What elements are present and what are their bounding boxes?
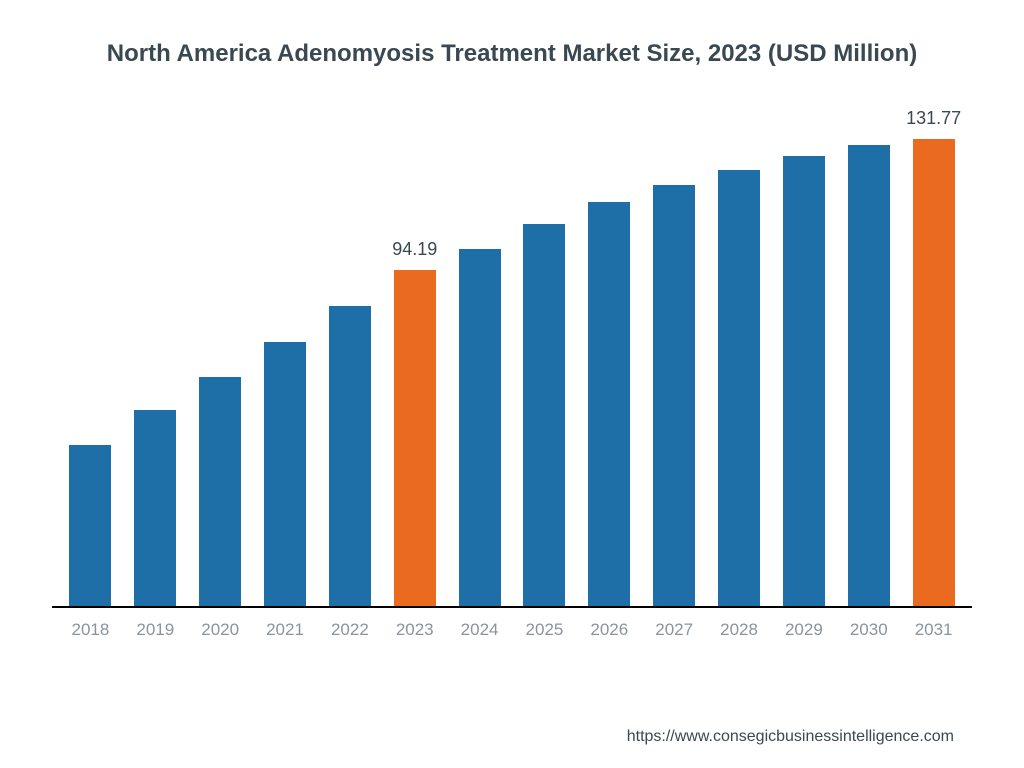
x-axis-label: 2024 bbox=[447, 608, 512, 648]
chart-area: 94.19 131.77 2018201920202021202220232024… bbox=[52, 108, 972, 648]
bar bbox=[199, 377, 241, 606]
bar-wrap bbox=[317, 108, 382, 606]
bars-group: 94.19 131.77 bbox=[52, 108, 972, 606]
bar bbox=[394, 270, 436, 606]
bar-wrap bbox=[253, 108, 318, 606]
x-axis-labels: 2018201920202021202220232024202520262027… bbox=[52, 608, 972, 648]
x-axis-label: 2029 bbox=[771, 608, 836, 648]
x-axis-label: 2031 bbox=[901, 608, 966, 648]
x-axis-label: 2026 bbox=[577, 608, 642, 648]
bar bbox=[783, 156, 825, 606]
x-axis-label: 2025 bbox=[512, 608, 577, 648]
bar bbox=[718, 170, 760, 606]
bar bbox=[459, 249, 501, 606]
bar bbox=[848, 145, 890, 606]
x-axis-label: 2018 bbox=[58, 608, 123, 648]
x-axis-label: 2028 bbox=[707, 608, 772, 648]
bar-wrap: 131.77 bbox=[901, 108, 966, 606]
bar bbox=[329, 306, 371, 606]
bar bbox=[134, 410, 176, 606]
bar-wrap bbox=[447, 108, 512, 606]
x-axis-label: 2027 bbox=[642, 608, 707, 648]
bar bbox=[264, 342, 306, 606]
chart-container: North America Adenomyosis Treatment Mark… bbox=[0, 0, 1024, 768]
plot-region: 94.19 131.77 bbox=[52, 108, 972, 608]
source-url: https://www.consegicbusinessintelligence… bbox=[627, 728, 954, 746]
bar-value-label: 94.19 bbox=[392, 239, 437, 260]
bar-wrap bbox=[642, 108, 707, 606]
bar bbox=[523, 224, 565, 606]
bar bbox=[69, 445, 111, 606]
bar-wrap bbox=[707, 108, 772, 606]
bar-wrap bbox=[188, 108, 253, 606]
x-axis-label: 2021 bbox=[253, 608, 318, 648]
bar-wrap bbox=[58, 108, 123, 606]
bar-wrap bbox=[123, 108, 188, 606]
x-axis-label: 2020 bbox=[188, 608, 253, 648]
bar bbox=[653, 185, 695, 606]
bar bbox=[913, 139, 955, 606]
bar-wrap bbox=[512, 108, 577, 606]
bar bbox=[588, 202, 630, 606]
bar-wrap bbox=[836, 108, 901, 606]
bar-wrap bbox=[577, 108, 642, 606]
x-axis-label: 2030 bbox=[836, 608, 901, 648]
x-axis-label: 2022 bbox=[317, 608, 382, 648]
bar-wrap bbox=[771, 108, 836, 606]
chart-title: North America Adenomyosis Treatment Mark… bbox=[50, 40, 974, 68]
x-axis-label: 2019 bbox=[123, 608, 188, 648]
x-axis-label: 2023 bbox=[382, 608, 447, 648]
bar-wrap: 94.19 bbox=[382, 108, 447, 606]
bar-value-label: 131.77 bbox=[906, 108, 961, 129]
